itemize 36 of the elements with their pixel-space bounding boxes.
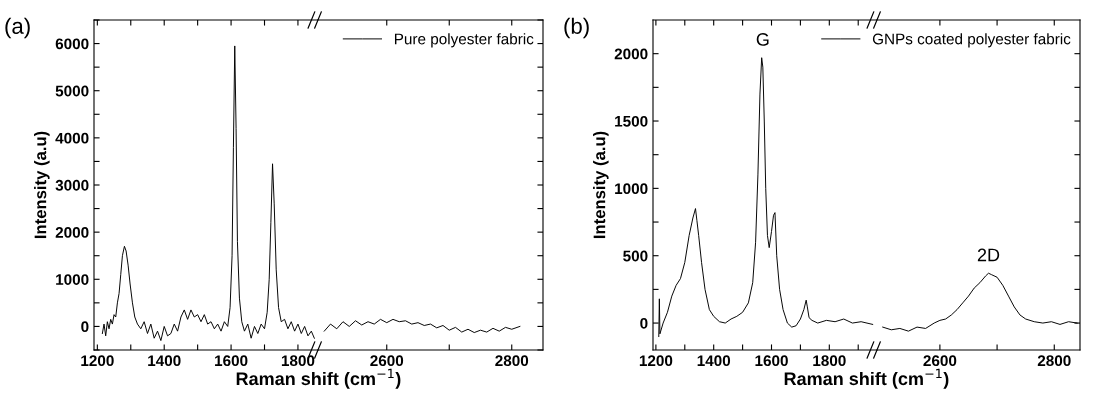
y-tick-label: 1500 <box>615 115 648 127</box>
line-series <box>101 45 315 342</box>
annotation: G <box>756 33 769 46</box>
y-tick-label: 0 <box>640 317 648 329</box>
x-tick-label: 1200 <box>639 355 673 367</box>
x-tick-label: 1800 <box>813 355 846 367</box>
x-tick-label: 1800 <box>281 355 315 367</box>
x-tick-label: 1200 <box>81 355 114 367</box>
y-tick-label: 1000 <box>56 274 89 285</box>
x-tick-label: 1400 <box>697 355 731 367</box>
legend-label: Pure polyester fabric <box>394 33 534 48</box>
y-tick-label: 2000 <box>55 227 89 238</box>
x-tick-label: 2800 <box>495 355 529 367</box>
y-tick-label: 2000 <box>614 48 648 60</box>
chart-title: (b) <box>564 17 589 39</box>
y-tick-label: 5000 <box>55 85 89 97</box>
legend-label: GNPs coated polyester fabric <box>872 33 1071 48</box>
x-axis-title: Raman shift (cm$^{−1}$) <box>784 368 949 389</box>
x-tick-label: 2800 <box>1037 355 1071 367</box>
x-axis-title: Raman shift (cm$^{−1}$) <box>236 368 401 389</box>
y-tick-label: 6000 <box>55 38 89 50</box>
chart-title: (a) <box>5 17 30 39</box>
line-series <box>658 57 874 338</box>
y-tick-label: 0 <box>81 321 89 333</box>
y-axis-title: Intensity (a.u) <box>593 131 609 239</box>
y-tick-label: 1000 <box>615 183 648 195</box>
y-tick-label: 3000 <box>55 179 89 191</box>
annotation: 2D <box>977 248 1000 262</box>
x-tick-label: 1600 <box>755 355 788 367</box>
y-tick-label: 4000 <box>55 132 89 144</box>
x-tick-label: 1400 <box>148 355 181 367</box>
y-axis-title: Intensity (a.u) <box>34 131 50 239</box>
x-tick-label: 2600 <box>370 355 404 367</box>
x-tick-label: 2600 <box>923 355 957 367</box>
x-tick-label: 1600 <box>215 355 248 367</box>
y-tick-label: 500 <box>623 250 648 262</box>
